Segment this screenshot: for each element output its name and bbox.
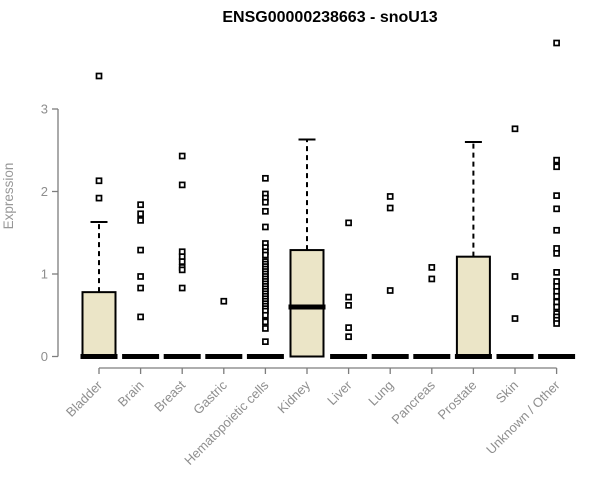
y-tick-label: 0 xyxy=(41,349,48,364)
outlier-point xyxy=(553,39,560,47)
box xyxy=(455,255,491,358)
x-category-label: Lung xyxy=(365,378,396,409)
outlier-point xyxy=(178,266,186,274)
outlier-point xyxy=(553,269,560,276)
median-bar xyxy=(454,354,492,359)
median-bar xyxy=(496,354,534,359)
outlier-point xyxy=(137,273,144,280)
x-category-label: Kidney xyxy=(274,377,313,416)
chart-title: ENSG00000238663 - snoU13 xyxy=(222,9,437,26)
outlier-point xyxy=(262,318,269,326)
outlier-point xyxy=(345,219,352,227)
median-bar xyxy=(538,354,576,359)
x-category-label: Unknown / Other xyxy=(483,377,563,457)
outlier-point xyxy=(386,287,394,294)
y-tick-label: 1 xyxy=(41,267,48,282)
y-tick-label: 3 xyxy=(41,102,48,117)
y-tick-label: 2 xyxy=(41,184,48,199)
x-category-label: Gastric xyxy=(190,377,230,417)
outlier-point xyxy=(178,181,186,189)
outlier-point xyxy=(553,292,560,300)
outlier-point xyxy=(262,338,269,345)
outlier-point xyxy=(553,250,560,257)
median-bar xyxy=(371,354,409,359)
outlier-point xyxy=(220,297,228,305)
outlier-point xyxy=(262,174,269,182)
outlier-point xyxy=(137,313,144,321)
x-category-label: Brain xyxy=(115,378,147,410)
median-bar xyxy=(80,354,118,359)
outlier-point xyxy=(553,226,560,234)
outlier-point xyxy=(137,201,144,209)
box xyxy=(289,249,325,358)
outlier-point xyxy=(178,152,186,160)
outlier-point xyxy=(386,204,394,212)
median-bar xyxy=(288,304,326,310)
x-category-label: Pancreas xyxy=(388,377,438,427)
outlier-point xyxy=(511,315,519,322)
outlier-point xyxy=(553,192,560,199)
median-bar xyxy=(163,354,201,359)
outlier-point xyxy=(137,210,144,218)
outlier-point xyxy=(386,193,394,200)
outlier-point xyxy=(178,284,186,292)
median-bar xyxy=(413,354,451,359)
outlier-point xyxy=(553,163,560,171)
outlier-point xyxy=(95,72,103,80)
x-category-label: Liver xyxy=(324,377,355,408)
outlier-point xyxy=(553,156,560,164)
y-axis-label: Expression xyxy=(1,163,16,230)
x-category-label: Bladder xyxy=(63,377,106,420)
outlier-point xyxy=(262,198,269,206)
outlier-point xyxy=(137,246,144,254)
outlier-point xyxy=(345,293,352,301)
median-bar xyxy=(205,354,243,359)
outlier-point xyxy=(553,205,560,213)
outlier-point xyxy=(345,324,352,331)
median-bar xyxy=(330,354,368,359)
outlier-point xyxy=(95,194,103,202)
outlier-point xyxy=(137,284,144,292)
outlier-point xyxy=(95,177,103,185)
outlier-point xyxy=(511,273,519,280)
outlier-point xyxy=(428,264,436,271)
outlier-point xyxy=(262,207,269,215)
median-bar xyxy=(246,354,284,359)
outlier-point xyxy=(178,258,186,265)
outlier-point xyxy=(262,325,269,332)
median-bar xyxy=(122,354,160,359)
outlier-point xyxy=(262,223,269,231)
outlier-point xyxy=(511,125,519,133)
box xyxy=(81,291,117,358)
outlier-point xyxy=(137,217,144,224)
outlier-point xyxy=(553,303,560,311)
outlier-point xyxy=(262,251,269,259)
x-category-label: Prostate xyxy=(435,378,480,423)
outlier-point xyxy=(345,302,352,309)
x-category-label: Breast xyxy=(151,377,188,414)
outlier-point xyxy=(262,311,269,319)
outlier-point xyxy=(345,333,352,341)
x-category-label: Skin xyxy=(493,378,521,406)
outlier-point xyxy=(428,275,436,283)
outlier-point xyxy=(553,320,560,327)
